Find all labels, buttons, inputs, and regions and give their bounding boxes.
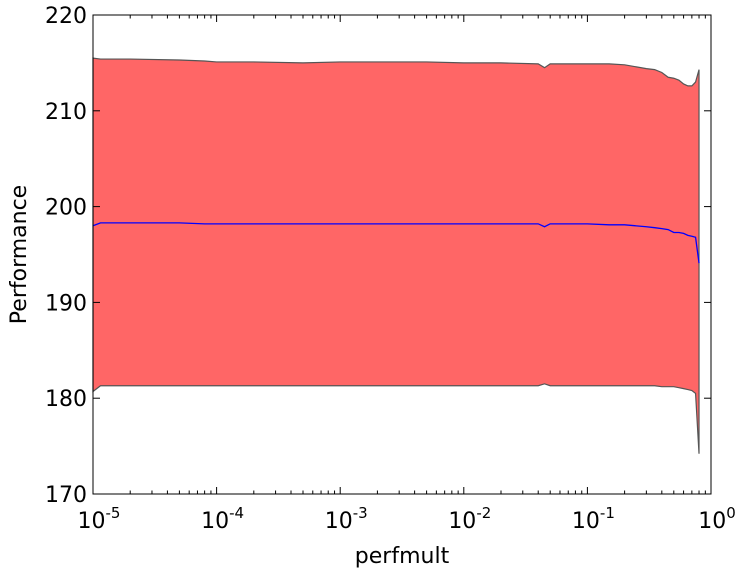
y-tick-label: 200	[45, 196, 87, 221]
x-tick-label: 100	[698, 504, 736, 534]
mean-line	[92, 222, 700, 264]
y-axis-title: Performance	[7, 185, 32, 324]
y-tick-label: 180	[45, 387, 87, 412]
y-tick-label: 190	[45, 291, 87, 316]
y-tick-label: 210	[45, 100, 87, 125]
y-tick-label: 170	[45, 483, 87, 508]
axes: 170 180 190 200 210 220 10-5 10-4 10-3 10-2 10-1 10…	[45, 4, 736, 534]
x-axis-title: perfmult	[355, 544, 450, 569]
confidence-band	[92, 57, 700, 454]
x-tick-label: 10-4	[201, 504, 244, 534]
x-tick-label: 10-3	[325, 504, 368, 534]
x-tick-label: 10-2	[448, 504, 491, 534]
plot-frame	[92, 14, 712, 495]
y-tick-label: 220	[45, 4, 87, 29]
plot-area	[92, 57, 700, 454]
x-tick-label: 10-5	[78, 504, 121, 534]
x-tick-label: 10-1	[572, 504, 615, 534]
